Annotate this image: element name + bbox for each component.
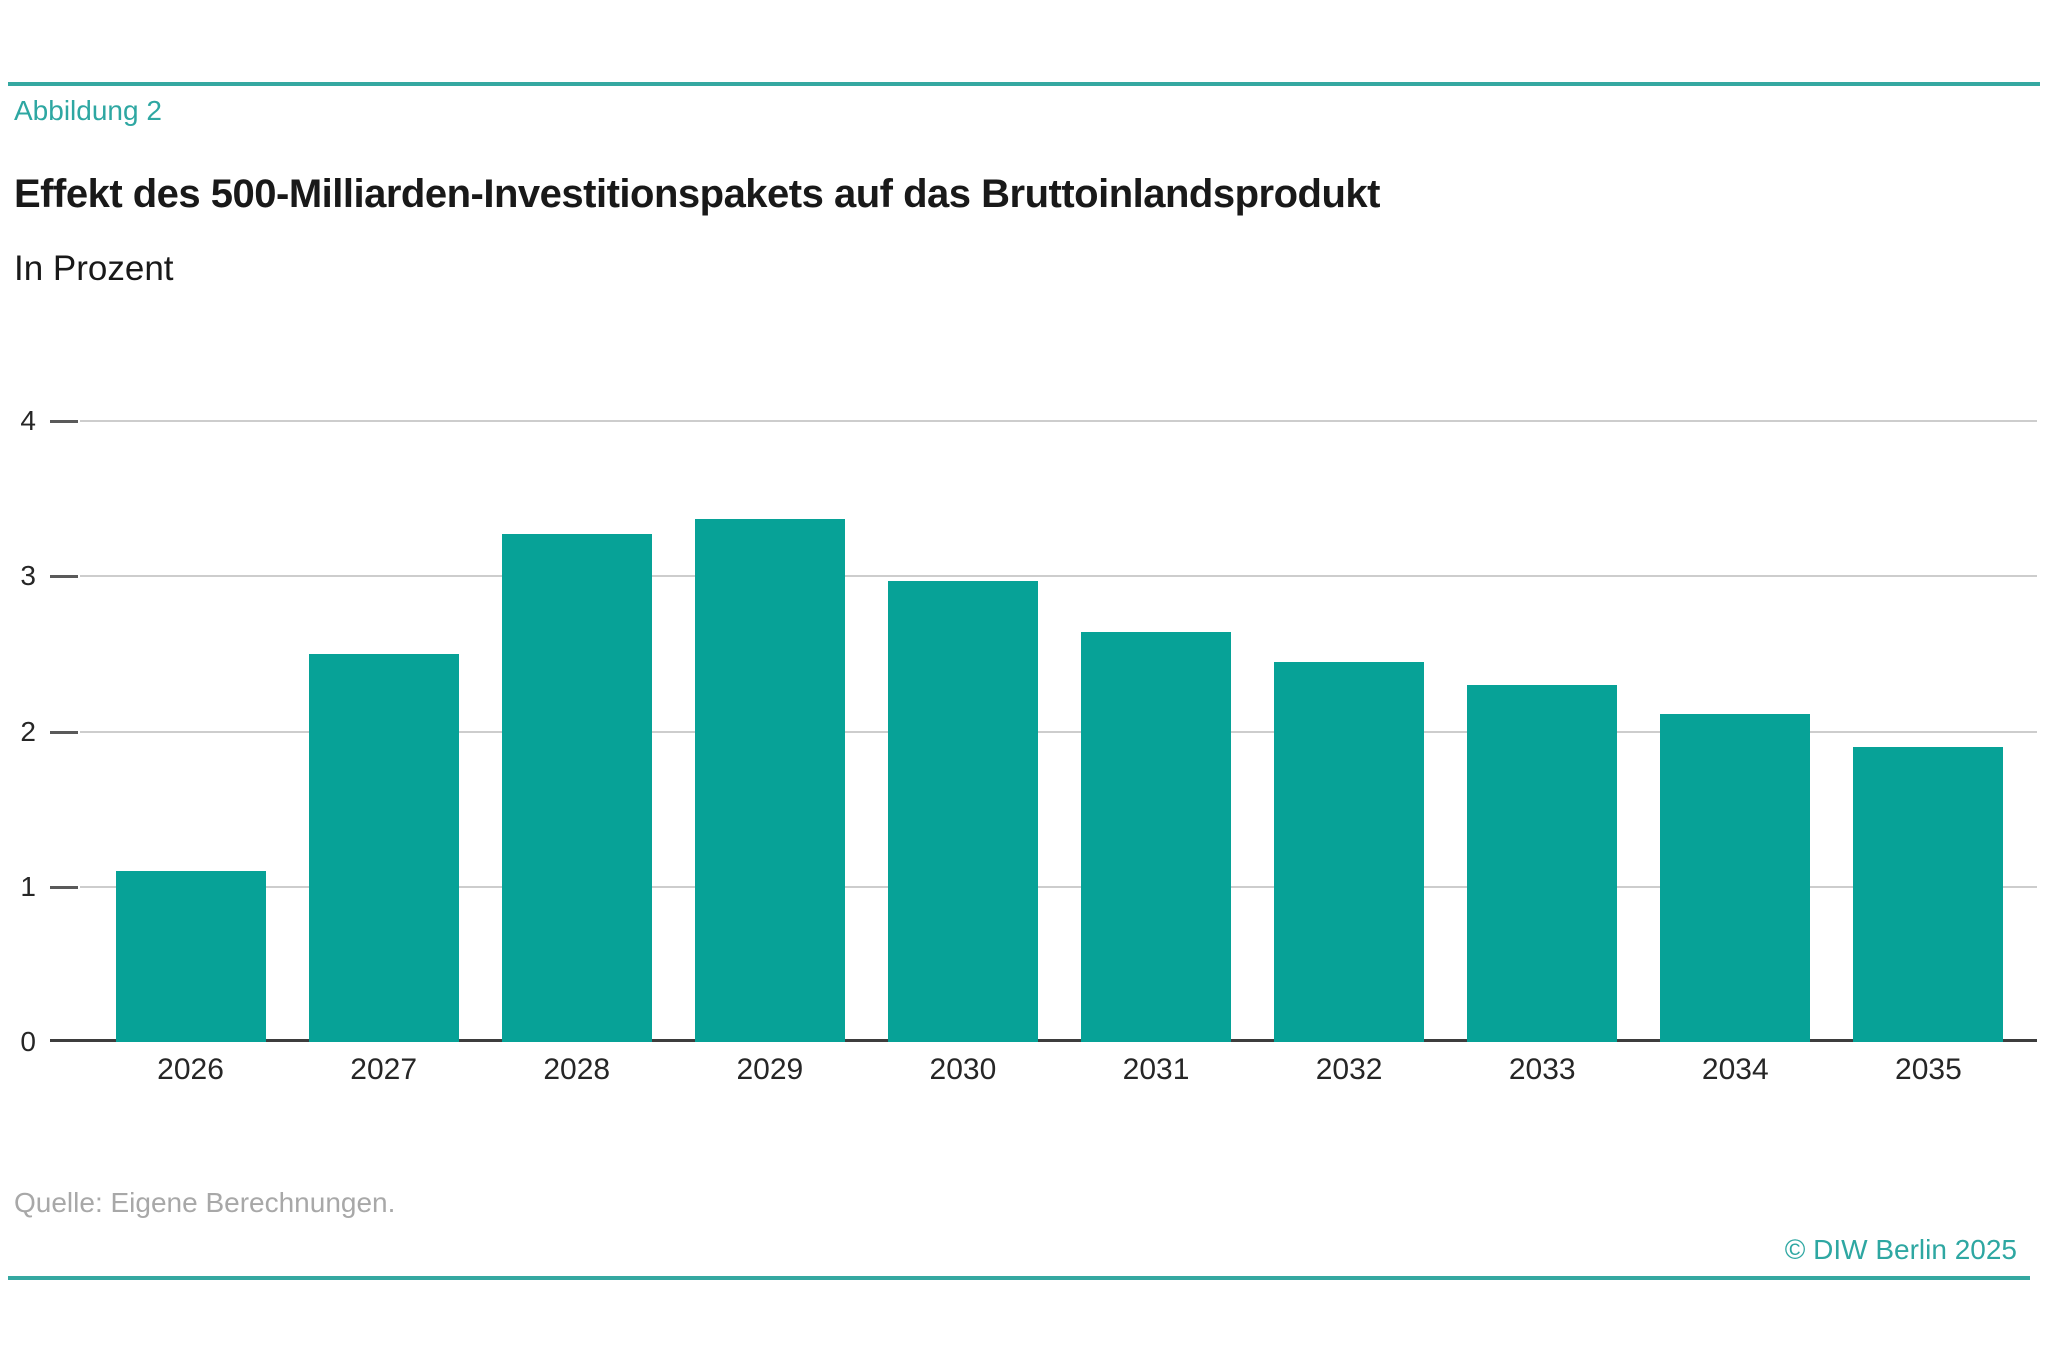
bar-2030 (887, 581, 1038, 1042)
gridline-2 (80, 730, 2037, 733)
bar-slot-2031 (1059, 421, 1252, 1042)
x-axis-line (50, 1039, 2037, 1042)
y-axis-label-3: 3 (20, 560, 36, 592)
y-axis-label-0: 0 (20, 1026, 36, 1057)
bar-2027 (308, 654, 459, 1042)
y-tick-3 (50, 575, 78, 579)
gridline-1 (80, 885, 2037, 888)
bar-slot-2028 (480, 421, 673, 1042)
bottom-divider-rule (8, 1276, 2030, 1280)
bar-slot-2029 (673, 421, 866, 1042)
source-note: Quelle: Eigene Berechnungen. (14, 1187, 396, 1218)
bars-group (94, 421, 2025, 1042)
x-axis-label-2034: 2034 (1701, 1053, 1769, 1086)
x-axis-label-2033: 2033 (1508, 1053, 1576, 1086)
x-axis-label-2029: 2029 (736, 1053, 804, 1086)
x-axis-label-2032: 2032 (1315, 1053, 1383, 1086)
x-axis-label-2035: 2035 (1895, 1053, 1962, 1086)
gridline-3 (80, 575, 2037, 578)
bar-2032 (1274, 662, 1425, 1042)
x-axis-label-2027: 2027 (350, 1053, 418, 1086)
gridline-4 (80, 420, 2037, 422)
x-axis-label-2030: 2030 (929, 1053, 997, 1086)
y-axis-label-2: 2 (20, 715, 36, 747)
bar-2031 (1081, 632, 1232, 1042)
bar-2035 (1853, 747, 2004, 1042)
bar-2034 (1660, 714, 1811, 1042)
bar-slot-2032 (1253, 421, 1446, 1042)
bar-2028 (501, 534, 652, 1042)
y-axis-label-1: 1 (20, 870, 36, 902)
bar-slot-2027 (287, 421, 480, 1042)
plot-area (50, 420, 2037, 1042)
x-axis-label-2028: 2028 (543, 1053, 611, 1086)
bar-slot-2034 (1639, 421, 1832, 1042)
bar-slot-2033 (1446, 421, 1639, 1042)
chart-subtitle: In Prozent (14, 249, 174, 288)
bar-slot-2035 (1832, 421, 2025, 1042)
bar-2029 (694, 519, 845, 1042)
bar-2033 (1467, 685, 1618, 1042)
x-axis-label-2031: 2031 (1122, 1053, 1190, 1086)
y-tick-4 (50, 420, 78, 423)
x-axis-label-2026: 2026 (157, 1053, 224, 1086)
bar-slot-2026 (94, 421, 287, 1042)
bar-2026 (115, 871, 266, 1042)
chart-title: Effekt des 500-Milliarden-Investitionspa… (14, 172, 1380, 216)
x-axis: 2026 2027 2028 2029 2030 2031 2032 2033 2034 2035 (94, 1052, 2025, 1088)
y-axis-label-4: 4 (20, 405, 36, 436)
y-tick-1 (50, 885, 78, 889)
copyright-note: © DIW Berlin 2025 (1784, 1234, 2017, 1265)
y-tick-2 (50, 730, 78, 734)
bar-slot-2030 (866, 421, 1059, 1042)
figure-label: Abbildung 2 (14, 95, 162, 126)
top-divider-rule (8, 82, 2040, 86)
